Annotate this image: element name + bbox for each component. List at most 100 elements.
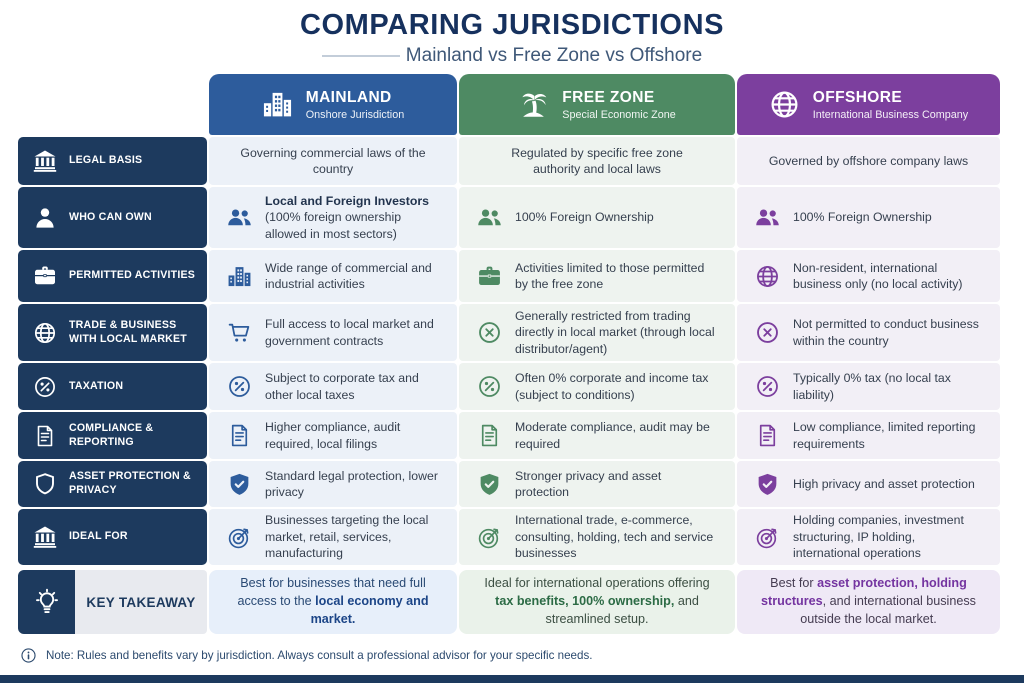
table-row-compliance: COMPLIANCE & REPORTING Higher compliance… — [18, 412, 1000, 459]
takeaway-text-post: and streamlined setup. — [545, 594, 699, 626]
globe-icon — [769, 89, 800, 120]
people-icon — [477, 205, 502, 230]
cell-text: Generally restricted from trading direct… — [515, 308, 715, 356]
cell-ideal-offshore: Holding companies, investment structurin… — [737, 509, 1000, 565]
city-buildings-icon — [262, 89, 293, 120]
column-name: OFFSHORE — [812, 88, 903, 106]
blocked-circle-icon — [477, 320, 502, 345]
table-row-taxation: TAXATION Subject to corporate tax and ot… — [18, 363, 1000, 410]
row-label-permitted-activities: PERMITTED ACTIVITIES — [18, 250, 207, 302]
row-label-taxation: TAXATION — [18, 363, 207, 410]
page-title: COMPARING JURISDICTIONS — [299, 9, 725, 41]
cell-permitted-activities-mainland: Wide range of commercial and industrial … — [209, 250, 457, 302]
row-label-compliance: COMPLIANCE & REPORTING — [18, 412, 207, 459]
cell-who-can-own-freezone: 100% Foreign Ownership — [459, 187, 735, 248]
shield-check-icon — [227, 472, 252, 497]
column-tagline: International Business Company — [812, 108, 969, 121]
takeaway-text-pre: Ideal for international operations offer… — [484, 576, 710, 591]
table-row-ideal-for: IDEAL FOR Businesses targeting the local… — [18, 509, 1000, 565]
cell-text: Non-resident, international business onl… — [793, 260, 963, 291]
document-icon — [477, 423, 502, 448]
cell-asset-mainland: Standard legal protection, lower privacy — [209, 461, 457, 507]
column-header-offshore: OFFSHORE International Business Company — [737, 74, 1000, 135]
cell-compliance-offshore: Low compliance, limited reporting requir… — [737, 412, 1000, 459]
cell-text: Governing commercial laws of the country — [240, 145, 426, 176]
cell-legal-basis-mainland: Governing commercial laws of the country — [209, 137, 457, 185]
cell-title: Local and Foreign Investors — [265, 193, 429, 208]
takeaway-text: Best for businesses that need full acces… — [223, 575, 443, 629]
cell-text: Governed by offshore company laws — [768, 153, 969, 168]
cell-legal-basis-offshore: Governed by offshore company laws — [737, 137, 1000, 185]
cell-compliance-freezone: Moderate compliance, audit may be requir… — [459, 412, 735, 459]
takeaway-text-bold: asset protection, holding structures — [761, 576, 967, 609]
column-header-mainland: MAINLAND Onshore Jurisdiction — [209, 74, 457, 135]
row-label-text: LEGAL BASIS — [69, 154, 143, 167]
cell-trade-offshore: Not permitted to conduct business within… — [737, 304, 1000, 361]
cell-text: Businesses targeting the local market, r… — [265, 513, 429, 561]
row-label-text: COMPLIANCE & REPORTING — [69, 421, 154, 448]
palm-tree-icon — [518, 89, 549, 120]
key-takeaway-icon-box — [18, 570, 75, 634]
cell-text: High privacy and asset protection — [793, 476, 975, 491]
row-label-asset-protection: ASSET PROTECTION & PRIVACY — [18, 461, 207, 507]
row-label-text: TAXATION — [69, 379, 124, 392]
table-row-permitted-activities: PERMITTED ACTIVITIES Wide range of comme… — [18, 250, 1000, 302]
takeaway-text-pre: Best for — [770, 576, 818, 591]
shield-icon — [33, 472, 57, 496]
column-header-freezone: FREE ZONE Special Economic Zone — [459, 74, 735, 135]
percent-circle-icon — [227, 374, 252, 399]
table-row-who-can-own: WHO CAN OWN Local and Foreign Investors (… — [18, 187, 1000, 248]
info-icon — [20, 647, 37, 664]
cell-asset-offshore: High privacy and asset protection — [737, 461, 1000, 507]
cell-trade-freezone: Generally restricted from trading direct… — [459, 304, 735, 361]
cell-text: Subject to corporate tax and other local… — [265, 371, 419, 402]
key-takeaway-row: KEY TAKEAWAY Best for businesses that ne… — [18, 570, 1000, 634]
cell-text: International trade, e-commerce, consult… — [515, 513, 714, 561]
bottom-accent-bar — [0, 675, 1024, 683]
cell-text: Regulated by specific free zone authorit… — [511, 145, 683, 176]
key-takeaway-label-box: KEY TAKEAWAY — [75, 570, 207, 634]
row-label-legal-basis: LEGAL BASIS — [18, 137, 207, 185]
target-arrow-icon — [477, 525, 502, 550]
cell-permitted-activities-freezone: Activities limited to those permitted by… — [459, 250, 735, 302]
cell-who-can-own-mainland: Local and Foreign Investors (100% foreign… — [209, 187, 457, 248]
row-label-text: ASSET PROTECTION & PRIVACY — [69, 470, 191, 496]
cell-taxation-offshore: Typically 0% tax (no local tax liability… — [737, 363, 1000, 410]
takeaway-text: Best for asset protection, holding struc… — [751, 575, 986, 629]
column-name: MAINLAND — [305, 88, 392, 106]
cell-text: Typically 0% tax (no local tax liability… — [793, 371, 951, 402]
percent-circle-icon — [477, 374, 502, 399]
cell-compliance-mainland: Higher compliance, audit required, local… — [209, 412, 457, 459]
cell-text: Standard legal protection, lower privacy — [265, 468, 438, 499]
row-label-ideal-for: IDEAL FOR — [18, 509, 207, 565]
takeaway-text-bold: tax benefits, 100% ownership, — [495, 594, 675, 609]
globe-icon — [33, 321, 57, 345]
cell-text: 100% Foreign Ownership — [515, 210, 654, 225]
row-label-trade-local-market: TRADE & BUSINESS WITH LOCAL MARKET — [18, 304, 207, 361]
column-header-row: MAINLAND Onshore Jurisdiction FREE ZONE … — [18, 74, 1000, 135]
takeaway-text-pre: Best for businesses that need full acces… — [237, 576, 426, 609]
cell-text: Low compliance, limited reporting requir… — [793, 420, 976, 451]
shopping-cart-icon — [227, 320, 252, 345]
cell-text: Stronger privacy and asset protection — [515, 468, 662, 499]
cell-trade-mainland: Full access to local market and governme… — [209, 304, 457, 361]
row-label-text: WHO CAN OWN — [69, 210, 152, 223]
column-name: FREE ZONE — [562, 88, 655, 106]
globe-icon — [755, 264, 780, 289]
takeaway-text: Ideal for international operations offer… — [476, 575, 718, 629]
shield-check-icon — [755, 472, 780, 497]
row-label-who-can-own: WHO CAN OWN — [18, 187, 207, 248]
column-tagline: Special Economic Zone — [562, 108, 676, 121]
cell-text: 100% Foreign Ownership — [793, 210, 932, 225]
takeaway-text-bold: local economy and market. — [310, 594, 429, 626]
document-icon — [755, 423, 780, 448]
subtitle-row: Mainland vs Free Zone vs Offshore — [0, 45, 1024, 67]
key-takeaway-label: KEY TAKEAWAY — [86, 594, 196, 610]
cell-text: Local and Foreign Investors (100% foreign… — [265, 193, 439, 242]
takeaway-mainland: Best for businesses that need full acces… — [209, 570, 457, 634]
people-icon — [227, 205, 252, 230]
key-takeaway-label-group: KEY TAKEAWAY — [18, 570, 207, 634]
takeaway-text-post: , and international business outside the… — [800, 594, 976, 626]
header-spacer — [18, 74, 207, 135]
blocked-circle-icon — [755, 320, 780, 345]
